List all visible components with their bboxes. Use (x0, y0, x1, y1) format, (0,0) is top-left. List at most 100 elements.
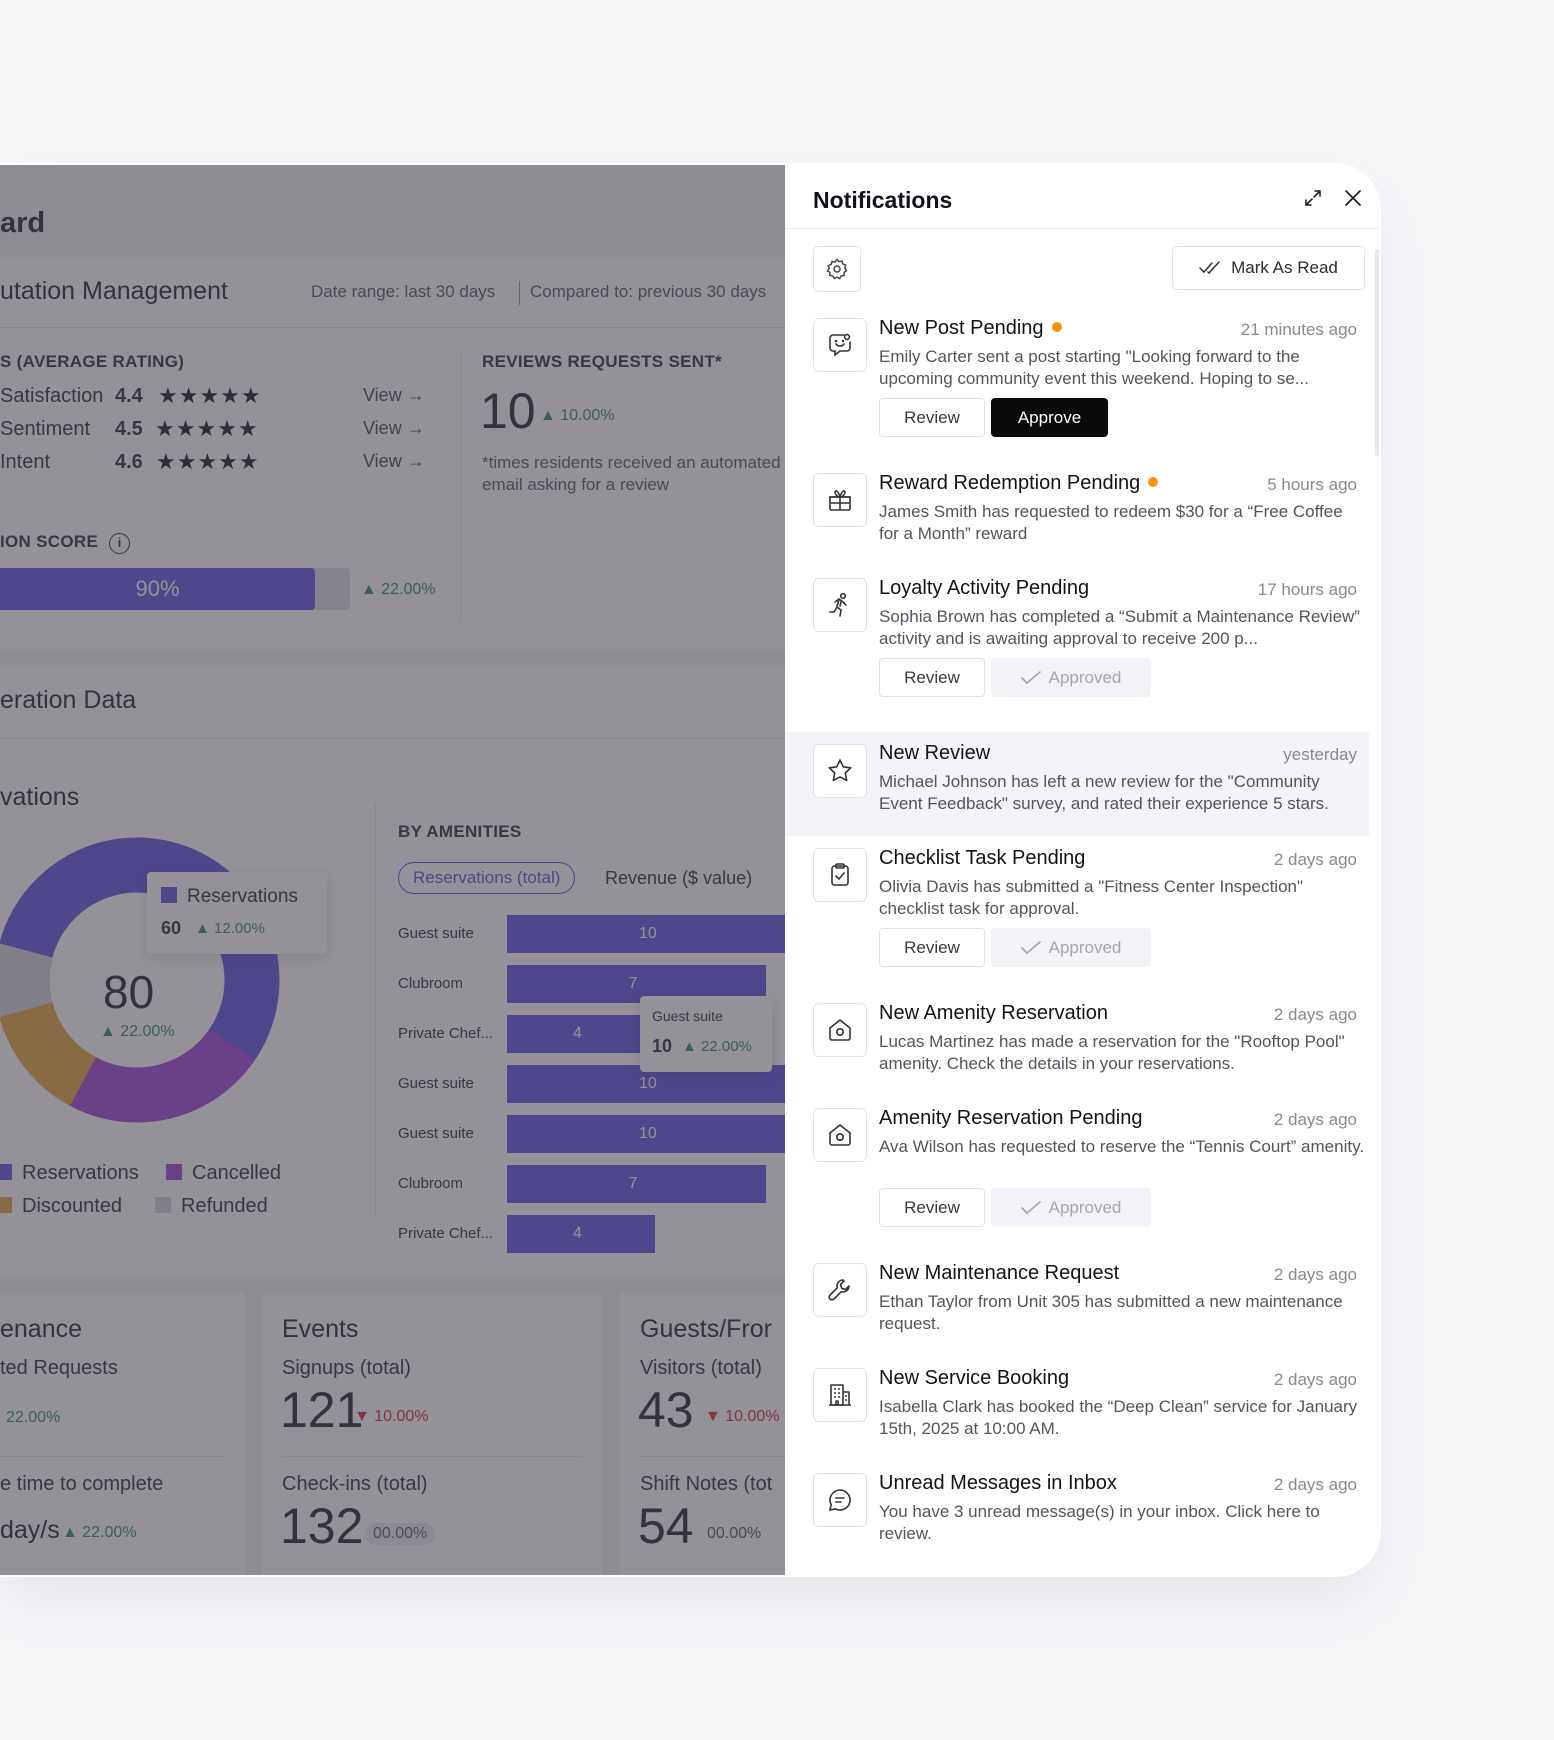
bar-category-label: Guest suite (398, 1075, 474, 1092)
stat-label: ted Requests (0, 1357, 118, 1379)
review-button[interactable]: Review (879, 928, 985, 967)
close-icon[interactable] (1340, 185, 1366, 211)
legend-item: Cancelled (166, 1162, 281, 1185)
approved-label: Approved (1048, 667, 1122, 687)
notification-text: Lucas Martinez has made a reservation fo… (879, 1032, 1345, 1073)
clipboard-check-icon (813, 848, 867, 902)
notification-item[interactable]: Loyalty Activity Pending 17 hours ago So… (785, 575, 1369, 725)
reservations-title: vations (0, 783, 80, 811)
approved-label: Approved (1048, 1197, 1122, 1217)
notification-title: New Service Booking (879, 1367, 1070, 1389)
check-icon (1020, 670, 1041, 685)
view-link[interactable]: View → (363, 451, 425, 471)
info-icon[interactable]: i (109, 533, 131, 554)
tab-reservations-total[interactable]: Reservations (total) (398, 862, 576, 894)
rating-value: 4.4 (115, 385, 143, 407)
score-delta: ▲ 22.00% (361, 581, 436, 598)
app-window: ard utation Management Date range: last … (0, 163, 1381, 1577)
notification-time: 2 days ago (1273, 1370, 1357, 1389)
rating-label: Satisfaction (0, 385, 104, 407)
review-button[interactable]: Review (879, 658, 985, 697)
bar-mark[interactable]: 4 (507, 1015, 655, 1053)
notification-item[interactable]: New Post Pending 21 minutes ago Emily Ca… (785, 315, 1369, 465)
stat-value: 132 (280, 1498, 364, 1554)
home-icon (813, 1108, 867, 1162)
notification-time: 2 days ago (1273, 1475, 1357, 1494)
stat-delta: ▲ 22.00% (62, 1524, 137, 1541)
date-range: Date range: last 30 days (311, 282, 496, 301)
notification-text: Michael Johnson has left a new review fo… (879, 772, 1329, 813)
score-heading: ION SCORE i (0, 532, 131, 554)
stat-value: 121 (280, 1382, 364, 1438)
mark-as-read-button[interactable]: Mark As Read (1172, 246, 1365, 290)
bar-category-label: Private Chef... (398, 1225, 494, 1242)
notification-item[interactable]: Amenity Reservation Pending 2 days ago A… (785, 1105, 1369, 1255)
approved-status: Approved (991, 1188, 1151, 1227)
unread-dot (1051, 322, 1062, 332)
reviews-delta: ▲ 10.00% (540, 407, 615, 424)
stat-delta: 22.00% (6, 1409, 61, 1426)
notification-text: Olivia Davis has submitted a "Fitness Ce… (879, 877, 1304, 918)
notification-item[interactable]: Checklist Task Pending 2 days ago Olivia… (785, 845, 1369, 995)
maintenance-card: enance ted Requests 22.00% e time to com… (0, 1293, 245, 1575)
legend-item: Refunded (155, 1195, 268, 1218)
notification-item[interactable]: New Amenity Reservation 2 days ago Lucas… (785, 1000, 1369, 1100)
notification-item[interactable]: New Service Booking 2 days ago Isabella … (785, 1365, 1369, 1465)
notification-text: Ava Wilson has requested to reserve the … (879, 1137, 1365, 1156)
card-title: enance (0, 1315, 83, 1343)
notification-text: Isabella Clark has booked the “Deep Clea… (879, 1397, 1358, 1438)
review-button[interactable]: Review (879, 1188, 985, 1227)
notification-item[interactable]: New Review yesterday Michael Johnson has… (785, 732, 1369, 836)
notification-time: 21 minutes ago (1240, 320, 1357, 339)
home-icon (813, 1003, 867, 1057)
approved-label: Approved (1048, 937, 1122, 957)
check-icon (1020, 1200, 1041, 1215)
notification-item[interactable]: New Maintenance Request 2 days ago Ethan… (785, 1260, 1369, 1360)
notification-text: James Smith has requested to redeem $30 … (879, 502, 1343, 543)
score-progress: 90% (0, 568, 350, 610)
notification-time: yesterday (1283, 745, 1357, 764)
bar-category-label: Clubroom (398, 975, 464, 992)
bar-mark[interactable]: 7 (507, 1165, 766, 1203)
bar-category-label: Guest suite (398, 1125, 474, 1142)
building-icon (813, 1368, 867, 1422)
bar-mark[interactable]: 4 (507, 1215, 655, 1253)
notification-text: You have 3 unread message(s) in your inb… (879, 1502, 1320, 1543)
approve-button[interactable]: Approve (991, 398, 1108, 437)
view-link[interactable]: View → (363, 385, 425, 405)
rating-stars: ★★★★★ (158, 383, 262, 408)
gear-icon (825, 257, 849, 281)
rating-label: Sentiment (0, 418, 91, 440)
bar-mark[interactable]: 10 (507, 915, 785, 953)
bar-mark[interactable]: 10 (507, 1115, 785, 1153)
tab-revenue[interactable]: Revenue ($ value) (605, 868, 753, 888)
notification-title: New Review (879, 742, 991, 764)
dashboard-title: ard (0, 207, 46, 239)
check-icon (1020, 940, 1041, 955)
notification-time: 2 days ago (1273, 850, 1357, 869)
stat-label: e time to complete (0, 1473, 164, 1495)
notification-item[interactable]: Reward Redemption Pending 5 hours ago Ja… (785, 470, 1369, 570)
wrench-icon (813, 1263, 867, 1317)
gift-icon (813, 473, 867, 527)
panel-header: Notifications (785, 165, 1379, 229)
notification-title: Unread Messages in Inbox (879, 1472, 1117, 1494)
section-title: eration Data (0, 686, 137, 714)
review-button[interactable]: Review (879, 398, 985, 437)
unread-dot (1148, 477, 1159, 487)
stat-label: Visitors (total) (640, 1357, 762, 1379)
expand-icon[interactable] (1300, 185, 1326, 211)
view-link[interactable]: View → (363, 418, 425, 438)
running-icon (813, 578, 867, 632)
settings-button[interactable] (813, 246, 861, 292)
notification-text: Sophia Brown has completed a “Submit a M… (879, 607, 1360, 648)
approved-status: Approved (991, 658, 1151, 697)
notification-title: Loyalty Activity Pending (879, 577, 1090, 599)
double-check-icon (1199, 261, 1221, 275)
notification-item[interactable]: Unread Messages in Inbox 2 days ago You … (785, 1470, 1369, 1570)
scrollbar[interactable] (1375, 249, 1379, 456)
rating-value: 4.5 (115, 418, 143, 440)
bar-category-label: Clubroom (398, 1175, 464, 1192)
notification-time: 2 days ago (1273, 1110, 1357, 1129)
rating-stars: ★★★★★ (155, 416, 259, 441)
